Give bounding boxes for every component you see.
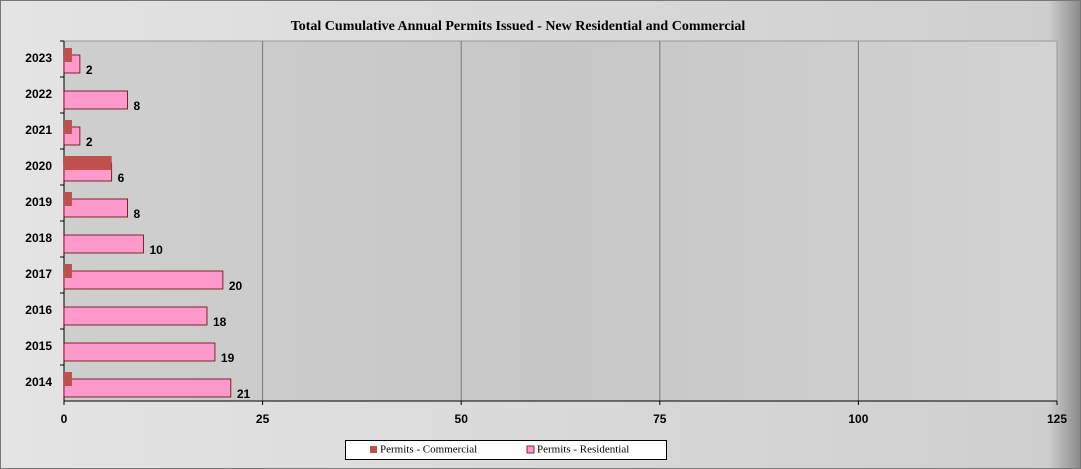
- data-label: 2: [86, 63, 93, 77]
- data-label: 8: [134, 99, 141, 113]
- x-tick-label: 0: [61, 412, 68, 426]
- bar: [63, 270, 224, 290]
- data-label: 18: [213, 315, 227, 329]
- bar: [64, 264, 72, 278]
- bar: [63, 198, 128, 218]
- y-tick-label: 2019: [25, 195, 52, 209]
- bar: [63, 342, 216, 362]
- x-tick-label: 100: [848, 412, 868, 426]
- x-tick-label: 25: [256, 412, 270, 426]
- plot-area: [63, 40, 1058, 402]
- chart-title: Total Cumulative Annual Permits Issued -…: [291, 19, 746, 34]
- bar: [63, 234, 144, 254]
- data-label: 10: [149, 243, 163, 257]
- data-label: 19: [221, 351, 235, 365]
- y-tick-label: 2017: [25, 267, 52, 281]
- y-tick-label: 2016: [25, 303, 52, 317]
- data-label: 6: [118, 171, 125, 185]
- y-tick-label: 2014: [25, 375, 52, 389]
- legend-swatch: [370, 446, 377, 453]
- y-tick-label: 2020: [25, 159, 52, 173]
- data-label: 2: [86, 135, 93, 149]
- y-tick-label: 2018: [25, 231, 52, 245]
- bar: [64, 120, 72, 134]
- x-tick-label: 75: [653, 412, 667, 426]
- bar: [63, 378, 232, 398]
- data-label: 8: [134, 207, 141, 221]
- y-tick-label: 2021: [25, 123, 52, 137]
- x-tick-label: 50: [455, 412, 469, 426]
- y-tick-label: 2015: [25, 339, 52, 353]
- legend: [345, 440, 667, 460]
- legend-swatch: [526, 445, 535, 454]
- bar: [64, 372, 72, 386]
- legend-label: Permits - Commercial: [380, 444, 477, 456]
- bar: [64, 192, 72, 206]
- legend-label: Permits - Residential: [537, 444, 629, 456]
- y-tick-label: 2022: [25, 87, 52, 101]
- x-tick-label: 125: [1047, 412, 1067, 426]
- bar: [64, 48, 72, 62]
- y-tick-label: 2023: [25, 51, 52, 65]
- bar: [63, 90, 128, 110]
- bar: [64, 156, 112, 170]
- data-label: 20: [229, 279, 243, 293]
- bar: [63, 306, 208, 326]
- data-label: 21: [237, 387, 251, 401]
